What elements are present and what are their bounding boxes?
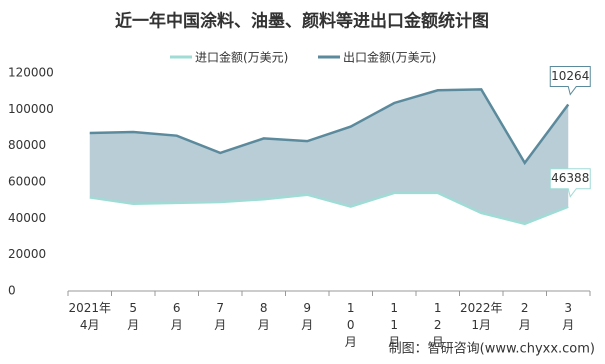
x-tick-label: 3月 [562, 301, 575, 332]
gap-area [89, 89, 569, 224]
chart-title: 近一年中国涂料、油墨、颜料等进出口金额统计图 [115, 11, 489, 32]
series-line [89, 88, 570, 166]
x-tick-label: 2021年4月 [68, 301, 112, 332]
x-tick-label: 8月 [257, 301, 270, 332]
source: 制图：智研咨询(www.chyxx.com) [389, 342, 595, 357]
x-tick-label: 9月 [301, 301, 314, 332]
x-tick-label: 12月 [431, 301, 444, 349]
y-tick-label: 60000 [8, 175, 46, 189]
y-tick-label: 120000 [8, 66, 54, 80]
x-tick-label: 2月 [518, 301, 531, 332]
value-label: 46388 [551, 171, 589, 185]
y-tick-label: 80000 [8, 138, 46, 152]
series-line [89, 191, 569, 226]
legend-label: 进口金额(万美元) [195, 50, 288, 65]
value-label: 10264 [551, 69, 589, 83]
y-tick-label: 100000 [8, 102, 54, 116]
callout [549, 168, 591, 198]
x-tick-label: 10月 [344, 301, 357, 349]
x-tick-label: 6月 [170, 301, 183, 332]
x-tick-label: 11月 [388, 301, 401, 349]
x-tick-label: 2022年1月 [459, 301, 503, 332]
legend-label: 出口金额(万美元) [343, 50, 436, 65]
y-tick-label: 20000 [8, 247, 46, 261]
callout [549, 66, 591, 96]
x-tick-label: 7月 [214, 301, 227, 332]
y-tick-label: 40000 [8, 211, 46, 225]
y-tick-label: 0 [8, 284, 16, 298]
x-tick-label: 5月 [127, 301, 140, 332]
